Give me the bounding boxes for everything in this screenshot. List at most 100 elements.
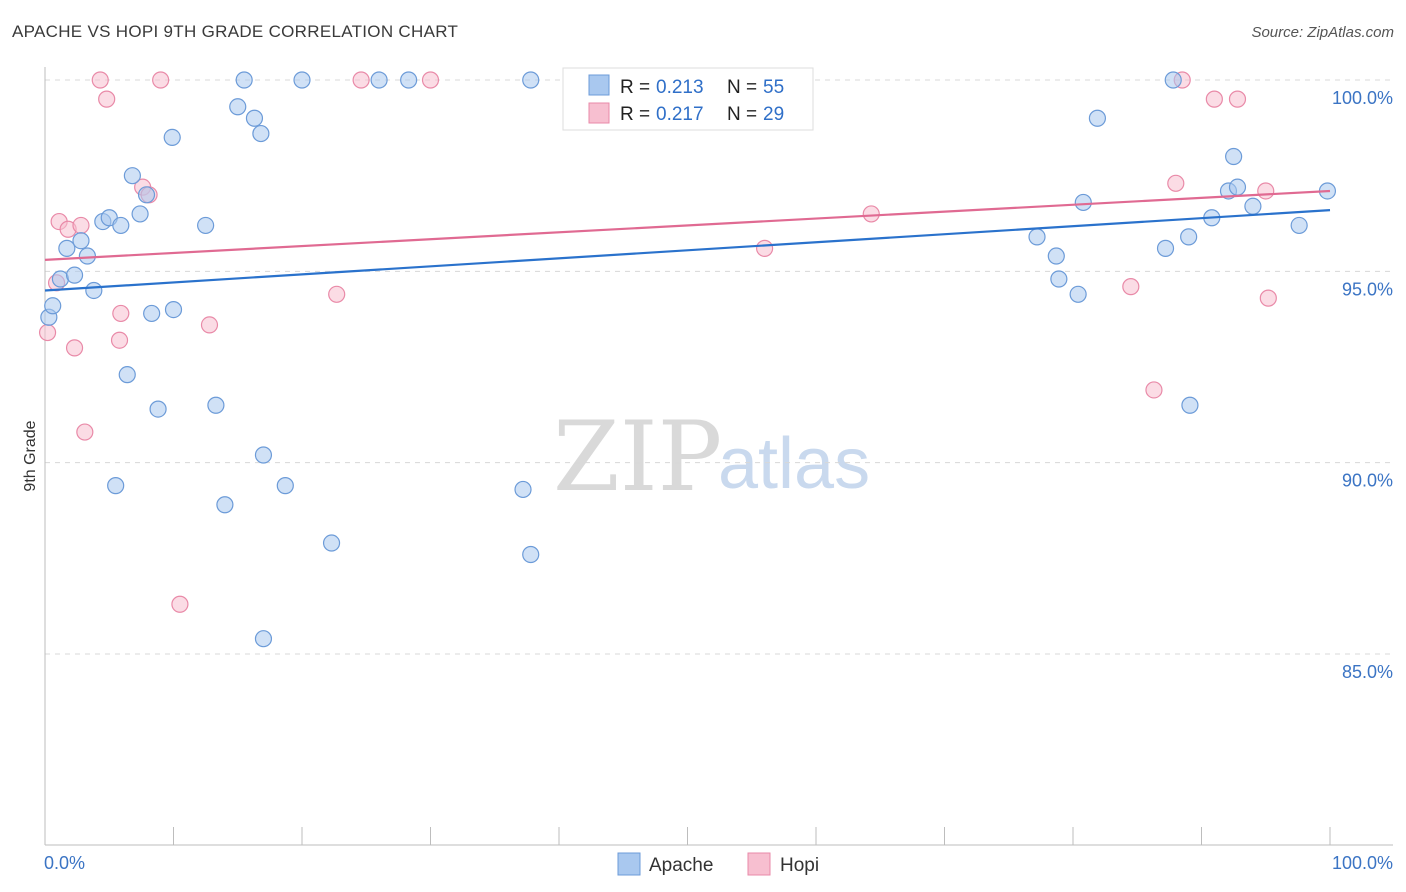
apache-point xyxy=(1047,247,1065,265)
hopi-point xyxy=(65,339,84,357)
apache-point xyxy=(276,477,294,495)
hopi-swatch-top xyxy=(588,102,610,124)
apache-point xyxy=(1069,285,1087,303)
apache-point xyxy=(149,400,167,418)
apache-point xyxy=(78,247,97,265)
y-axis-label: 9th Grade xyxy=(22,420,39,491)
trend-lines xyxy=(44,189,1331,292)
apache-point xyxy=(1228,178,1247,196)
hopi-point xyxy=(1122,278,1140,296)
apache-point xyxy=(370,71,388,89)
apache-point xyxy=(216,496,234,514)
hopi-r-label: R = xyxy=(620,104,650,125)
y-tick-labels: 85.0% 90.0% 95.0% 100.0% xyxy=(1332,88,1393,682)
apache-point xyxy=(197,216,215,235)
apache-points xyxy=(40,71,1337,648)
hopi-point xyxy=(1259,289,1277,307)
hopi-point xyxy=(1167,174,1185,192)
apache-point xyxy=(118,366,136,384)
apache-point xyxy=(65,266,84,284)
hopi-n-label: N = xyxy=(727,104,757,125)
apache-point xyxy=(522,545,540,564)
apache-point xyxy=(143,304,161,323)
apache-point xyxy=(522,71,540,89)
stats-legend: R = 0.213 N = 55 R = 0.217 N = 29 xyxy=(562,67,814,131)
source-label: Source: ZipAtlas.com xyxy=(1251,24,1394,41)
hopi-trend-line xyxy=(44,189,1331,261)
apache-point xyxy=(44,297,62,315)
gridlines xyxy=(45,79,1393,655)
apache-point xyxy=(85,281,103,300)
apache-point xyxy=(1074,193,1092,212)
hopi-point xyxy=(76,423,94,441)
hopi-point xyxy=(38,323,57,342)
watermark-zip: ZIP xyxy=(553,401,722,513)
apache-point xyxy=(164,301,183,319)
x-tick-label-min: 0.0% xyxy=(44,853,85,873)
axes xyxy=(44,67,1393,846)
apache-point xyxy=(1244,197,1262,215)
hopi-legend-label: Hopi xyxy=(780,855,819,876)
hopi-point xyxy=(1257,182,1275,200)
apache-point xyxy=(235,71,253,89)
apache-point xyxy=(137,186,156,204)
apache-point xyxy=(254,630,273,648)
apache-point xyxy=(293,71,311,89)
apache-point xyxy=(1181,396,1199,414)
apache-n-value: 55 xyxy=(763,77,784,98)
apache-point xyxy=(229,98,247,116)
hopi-point xyxy=(1228,90,1247,108)
hopi-point xyxy=(328,285,346,303)
apache-point xyxy=(1088,109,1107,127)
apache-swatch-top xyxy=(588,74,610,96)
apache-point xyxy=(1050,270,1068,288)
apache-n-label: N = xyxy=(727,77,757,98)
hopi-point xyxy=(98,90,116,108)
apache-point xyxy=(163,128,181,146)
hopi-point xyxy=(171,595,189,613)
hopi-point xyxy=(352,71,370,89)
hopi-point xyxy=(112,304,130,323)
watermark-atlas: atlas xyxy=(718,424,870,504)
apache-point xyxy=(1180,228,1198,246)
apache-point xyxy=(1225,147,1243,166)
apache-legend-label: Apache xyxy=(649,855,713,876)
hopi-point xyxy=(421,71,440,89)
y-tick-label: 95.0% xyxy=(1342,279,1393,299)
x-tick-labels: 0.0% 100.0% xyxy=(44,853,1393,873)
hopi-legend-swatch xyxy=(747,852,771,876)
hopi-point xyxy=(200,316,219,334)
hopi-point xyxy=(1205,90,1223,108)
y-tick-label: 90.0% xyxy=(1342,471,1393,491)
apache-point xyxy=(1164,71,1182,89)
x-tick-marks xyxy=(44,827,1331,845)
hopi-r-value: 0.217 xyxy=(656,104,704,125)
hopi-point xyxy=(110,331,129,349)
watermark: ZIP atlas xyxy=(553,401,870,513)
apache-trend-line xyxy=(44,209,1331,292)
y-tick-label: 100.0% xyxy=(1332,88,1393,108)
hopi-points xyxy=(38,71,1277,613)
apache-point xyxy=(245,109,264,127)
apache-point xyxy=(72,232,90,250)
hopi-point xyxy=(755,239,774,257)
apache-point xyxy=(1156,239,1175,257)
apache-point xyxy=(254,446,273,464)
apache-point xyxy=(400,71,418,89)
apache-point xyxy=(58,239,76,257)
apache-point xyxy=(107,477,125,495)
apache-point xyxy=(207,396,225,414)
hopi-point xyxy=(91,71,109,89)
apache-point xyxy=(514,480,532,499)
apache-point xyxy=(252,124,270,143)
hopi-point xyxy=(152,71,170,89)
apache-point xyxy=(1028,228,1046,246)
apache-point xyxy=(131,205,149,223)
apache-r-value: 0.213 xyxy=(656,77,704,98)
chart-title: APACHE VS HOPI 9TH GRADE CORRELATION CHA… xyxy=(12,22,459,41)
hopi-n-value: 29 xyxy=(763,104,784,125)
apache-legend-swatch xyxy=(617,852,641,876)
apache-point xyxy=(112,216,130,235)
hopi-point xyxy=(72,216,90,235)
y-tick-label: 85.0% xyxy=(1342,662,1393,682)
